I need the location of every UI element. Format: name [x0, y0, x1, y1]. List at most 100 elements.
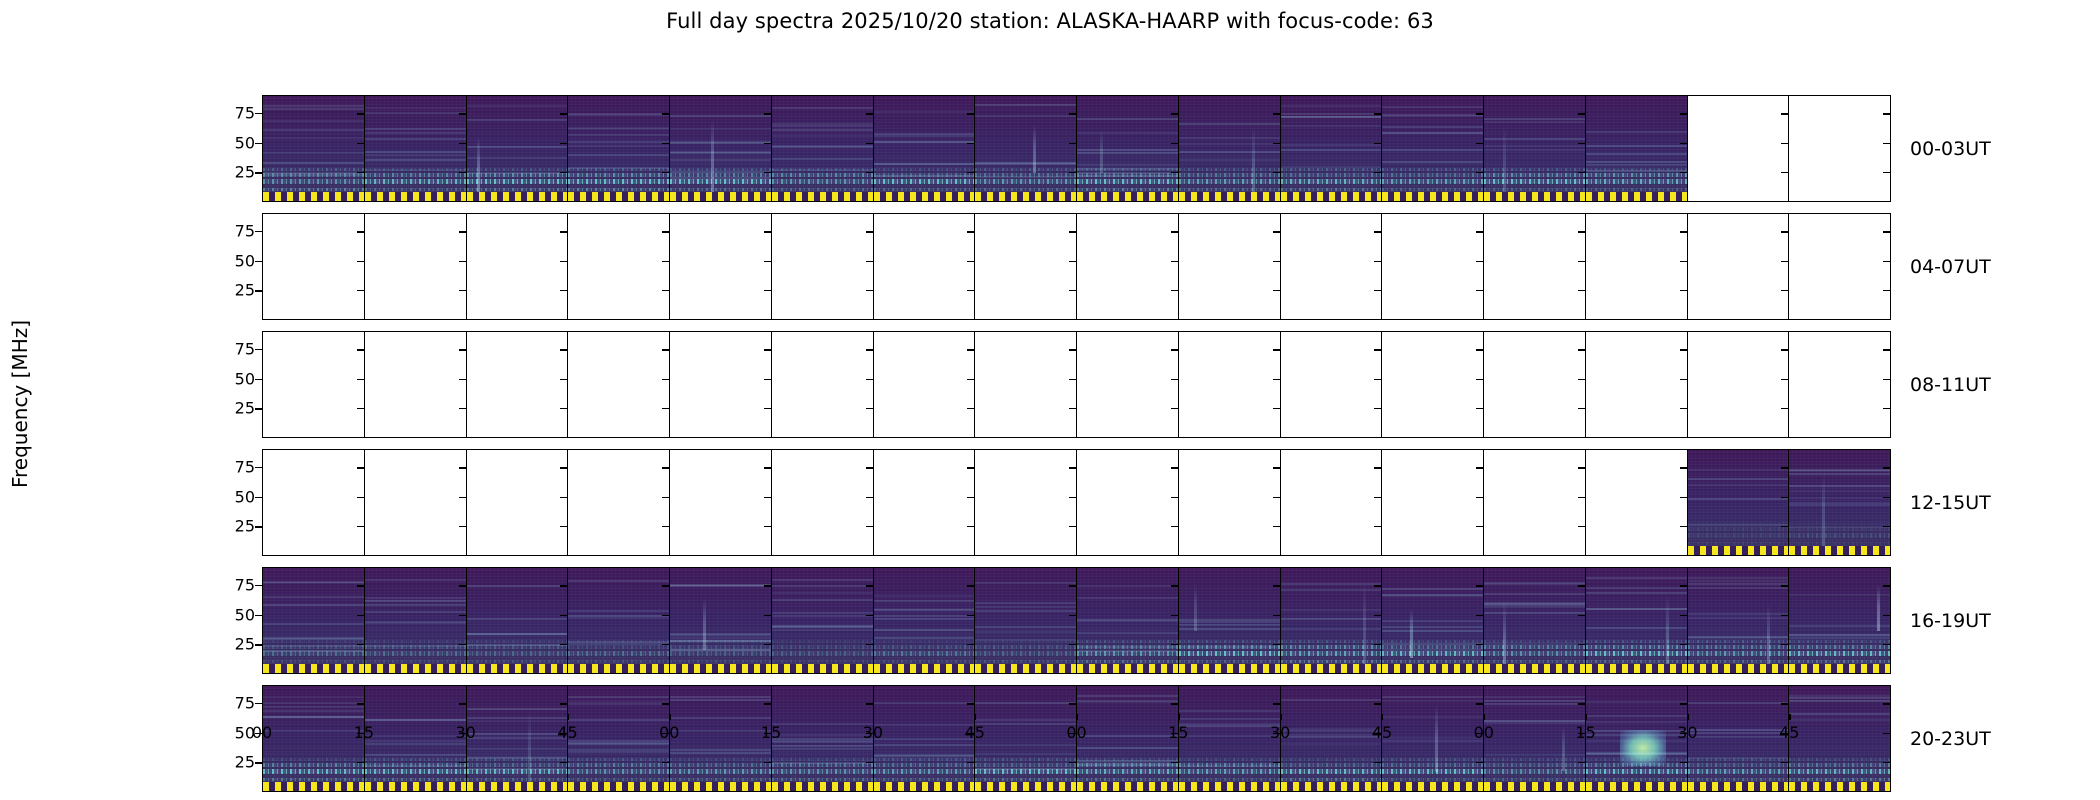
marker-strip — [873, 192, 975, 201]
empty-panel — [873, 450, 976, 555]
empty-panel — [771, 450, 874, 555]
striation — [466, 145, 568, 148]
striation — [1789, 694, 1890, 697]
x-tick-label: 15 — [760, 723, 782, 742]
striation — [1077, 619, 1178, 622]
y-tick-mark — [1170, 231, 1178, 233]
striation — [568, 614, 669, 617]
striation — [771, 134, 873, 137]
y-tick-mark — [763, 289, 771, 292]
empty-panel — [873, 332, 976, 437]
panel-strip — [263, 686, 1890, 791]
y-tick-mark — [1781, 142, 1789, 145]
striation — [1382, 126, 1483, 129]
striation — [1789, 503, 1890, 506]
marker-strip — [1077, 782, 1178, 791]
y-tick-mark — [1170, 142, 1178, 145]
ionospheric-trace — [466, 172, 568, 177]
y-tick-mark — [255, 496, 262, 498]
striation — [670, 696, 771, 699]
striation — [771, 123, 873, 126]
y-tick-mark — [1577, 349, 1585, 351]
ionospheric-trace — [263, 172, 364, 177]
y-tick-mark — [1374, 171, 1382, 174]
striation — [670, 151, 771, 154]
vertical-streak — [527, 711, 531, 791]
striation — [568, 580, 669, 583]
marker-strip — [1484, 664, 1585, 673]
x-tick-mark — [1585, 714, 1587, 720]
y-tick-mark — [1781, 643, 1789, 646]
ionospheric-trace — [1687, 526, 1789, 531]
striation — [1280, 627, 1382, 630]
y-tick-mark — [458, 349, 466, 351]
striation — [1484, 144, 1585, 147]
spectrogram-panel — [771, 96, 874, 201]
striation — [1789, 697, 1890, 700]
ionospheric-trace — [771, 757, 873, 761]
x-tick-mark — [262, 714, 264, 720]
y-tick-mark — [865, 467, 873, 469]
ionospheric-trace — [568, 769, 669, 775]
striation — [466, 104, 568, 107]
striation — [873, 615, 975, 618]
ionospheric-trace — [364, 187, 466, 191]
y-tick-mark — [1374, 349, 1382, 351]
striation — [1585, 700, 1687, 703]
y-tick-mark — [865, 761, 873, 764]
striation — [568, 643, 669, 646]
striation — [1382, 716, 1483, 719]
x-tick-mark — [872, 714, 875, 720]
striation — [364, 734, 466, 737]
y-tick-mark — [865, 231, 873, 233]
ionospheric-trace — [975, 644, 1076, 649]
y-tick-mark — [1781, 349, 1789, 351]
ionospheric-trace — [263, 659, 364, 663]
marker-strip — [1484, 782, 1585, 791]
ionospheric-trace — [873, 777, 975, 781]
ionospheric-trace — [466, 757, 568, 761]
marker-strip — [466, 782, 568, 791]
y-tick-label: 50 — [234, 723, 255, 743]
y-tick-mark — [1883, 703, 1890, 705]
striation — [1585, 576, 1687, 579]
marker-strip — [1687, 782, 1789, 791]
marker-strip — [1178, 192, 1280, 201]
y-tick-mark — [458, 113, 466, 115]
striation — [1077, 759, 1178, 762]
striation — [1382, 114, 1483, 117]
y-tick-mark — [1476, 142, 1483, 145]
ionospheric-trace — [670, 179, 771, 185]
ionospheric-trace — [1280, 769, 1382, 775]
striation — [975, 625, 1076, 628]
marker-strip — [670, 664, 771, 673]
y-tick-mark — [1781, 761, 1789, 764]
striation — [1178, 764, 1280, 767]
ionospheric-trace — [771, 777, 873, 781]
empty-panel — [1484, 332, 1586, 437]
y-tick-mark — [1679, 407, 1687, 410]
ionospheric-trace — [1484, 762, 1585, 767]
spectrogram-image — [670, 96, 771, 201]
y-tick-mark — [967, 496, 975, 499]
striation — [1484, 612, 1585, 615]
y-tick-mark — [1374, 614, 1382, 617]
striation — [1382, 105, 1483, 108]
marker-strip — [1585, 782, 1687, 791]
x-tick-label: 30 — [455, 723, 476, 742]
y-tick-mark — [662, 761, 669, 764]
ionospheric-trace — [1585, 769, 1687, 775]
ionospheric-trace — [263, 651, 364, 657]
striation — [975, 752, 1076, 755]
ionospheric-trace — [364, 167, 466, 171]
striation — [1077, 585, 1178, 588]
ionospheric-trace — [466, 659, 568, 663]
x-tick-mark — [1381, 714, 1384, 720]
striation — [1687, 484, 1789, 487]
spectrogram-panel — [1687, 450, 1790, 555]
striation — [1687, 735, 1789, 738]
ionospheric-trace — [1687, 762, 1789, 767]
striation — [1687, 580, 1789, 583]
y-tick-mark — [763, 142, 771, 145]
x-tick-mark — [1076, 714, 1078, 720]
